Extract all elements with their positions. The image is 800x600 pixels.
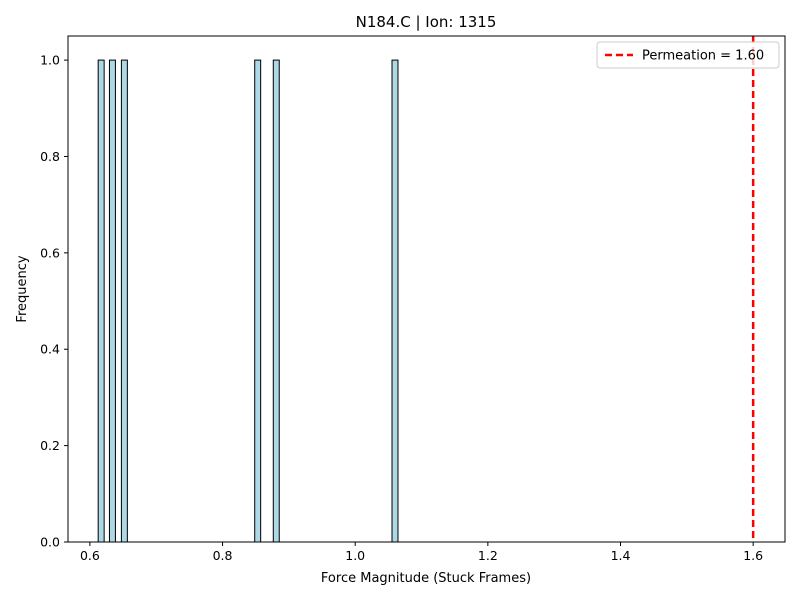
y-tick-label-3: 0.4 <box>40 342 60 357</box>
y-axis-label: Frequency <box>15 255 30 322</box>
x-axis-label: Force Magnitude (Stuck Frames) <box>321 571 531 586</box>
histogram-bar-5 <box>272 59 280 543</box>
legend: Permeation = 1.60 <box>596 41 780 69</box>
x-tick-label-2: 0.8 <box>213 548 233 563</box>
legend-label-permeation: Permeation = 1.60 <box>642 49 764 64</box>
x-axis-ticks: 0.6 0.8 1.0 1.2 1.4 1.6 <box>80 542 763 563</box>
x-tick-label-4: 1.2 <box>478 548 498 563</box>
y-tick-label-6: 1.0 <box>40 53 60 68</box>
y-tick-label-5: 0.8 <box>40 149 60 164</box>
histogram-bar-4 <box>254 59 262 543</box>
x-tick-label-1: 0.6 <box>80 548 100 563</box>
plot-frame <box>67 35 786 543</box>
x-tick-label-6: 1.6 <box>743 548 763 563</box>
histogram-bar-1 <box>97 59 105 543</box>
x-tick-label-5: 1.4 <box>611 548 631 563</box>
histogram-bar-6 <box>391 59 399 543</box>
chart-title: N184.C | Ion: 1315 <box>356 13 497 31</box>
y-tick-label-4: 0.6 <box>40 245 60 260</box>
y-axis-ticks: 0.0 0.2 0.4 0.6 0.8 1.0 <box>40 53 68 550</box>
legend-box <box>596 41 780 69</box>
bars-group <box>97 59 399 543</box>
y-tick-label-1: 0.0 <box>40 535 60 550</box>
histogram-bar-2 <box>108 59 116 543</box>
histogram-bar-3 <box>120 59 128 543</box>
y-tick-label-2: 0.2 <box>40 438 60 453</box>
x-tick-label-3: 1.0 <box>345 548 365 563</box>
